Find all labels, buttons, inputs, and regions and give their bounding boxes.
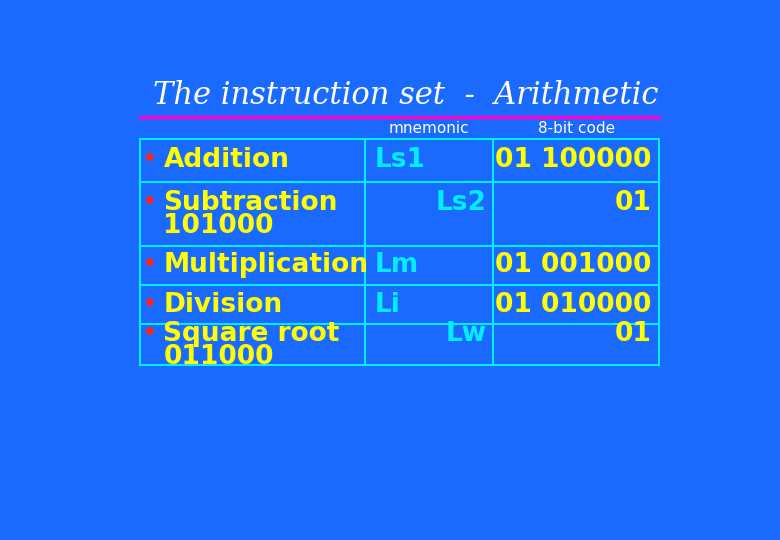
- Text: Ls1: Ls1: [374, 147, 425, 173]
- Text: 01: 01: [615, 321, 651, 347]
- Text: 01 010000: 01 010000: [495, 292, 651, 318]
- Text: Division: Division: [163, 292, 282, 318]
- Text: Square root: Square root: [163, 321, 340, 347]
- Text: Li: Li: [374, 292, 400, 318]
- Text: •: •: [143, 252, 158, 279]
- Text: 8-bit code: 8-bit code: [537, 121, 615, 136]
- Text: Lw: Lw: [445, 321, 487, 347]
- Text: Multiplication: Multiplication: [163, 252, 368, 279]
- Text: 101000: 101000: [163, 213, 274, 239]
- Text: Lm: Lm: [374, 252, 418, 279]
- Text: The instruction set  -  Arithmetic: The instruction set - Arithmetic: [154, 80, 659, 111]
- Text: •: •: [143, 190, 158, 216]
- Text: 01 100000: 01 100000: [495, 147, 651, 173]
- Text: •: •: [143, 147, 158, 173]
- Text: Ls2: Ls2: [436, 190, 487, 216]
- Text: •: •: [143, 321, 158, 347]
- Text: 01 001000: 01 001000: [495, 252, 651, 279]
- Text: 01: 01: [615, 190, 651, 216]
- Text: Subtraction: Subtraction: [163, 190, 338, 216]
- Text: mnemonic: mnemonic: [388, 121, 469, 136]
- Text: •: •: [143, 292, 158, 318]
- Text: 011000: 011000: [163, 344, 274, 370]
- Text: Addition: Addition: [163, 147, 289, 173]
